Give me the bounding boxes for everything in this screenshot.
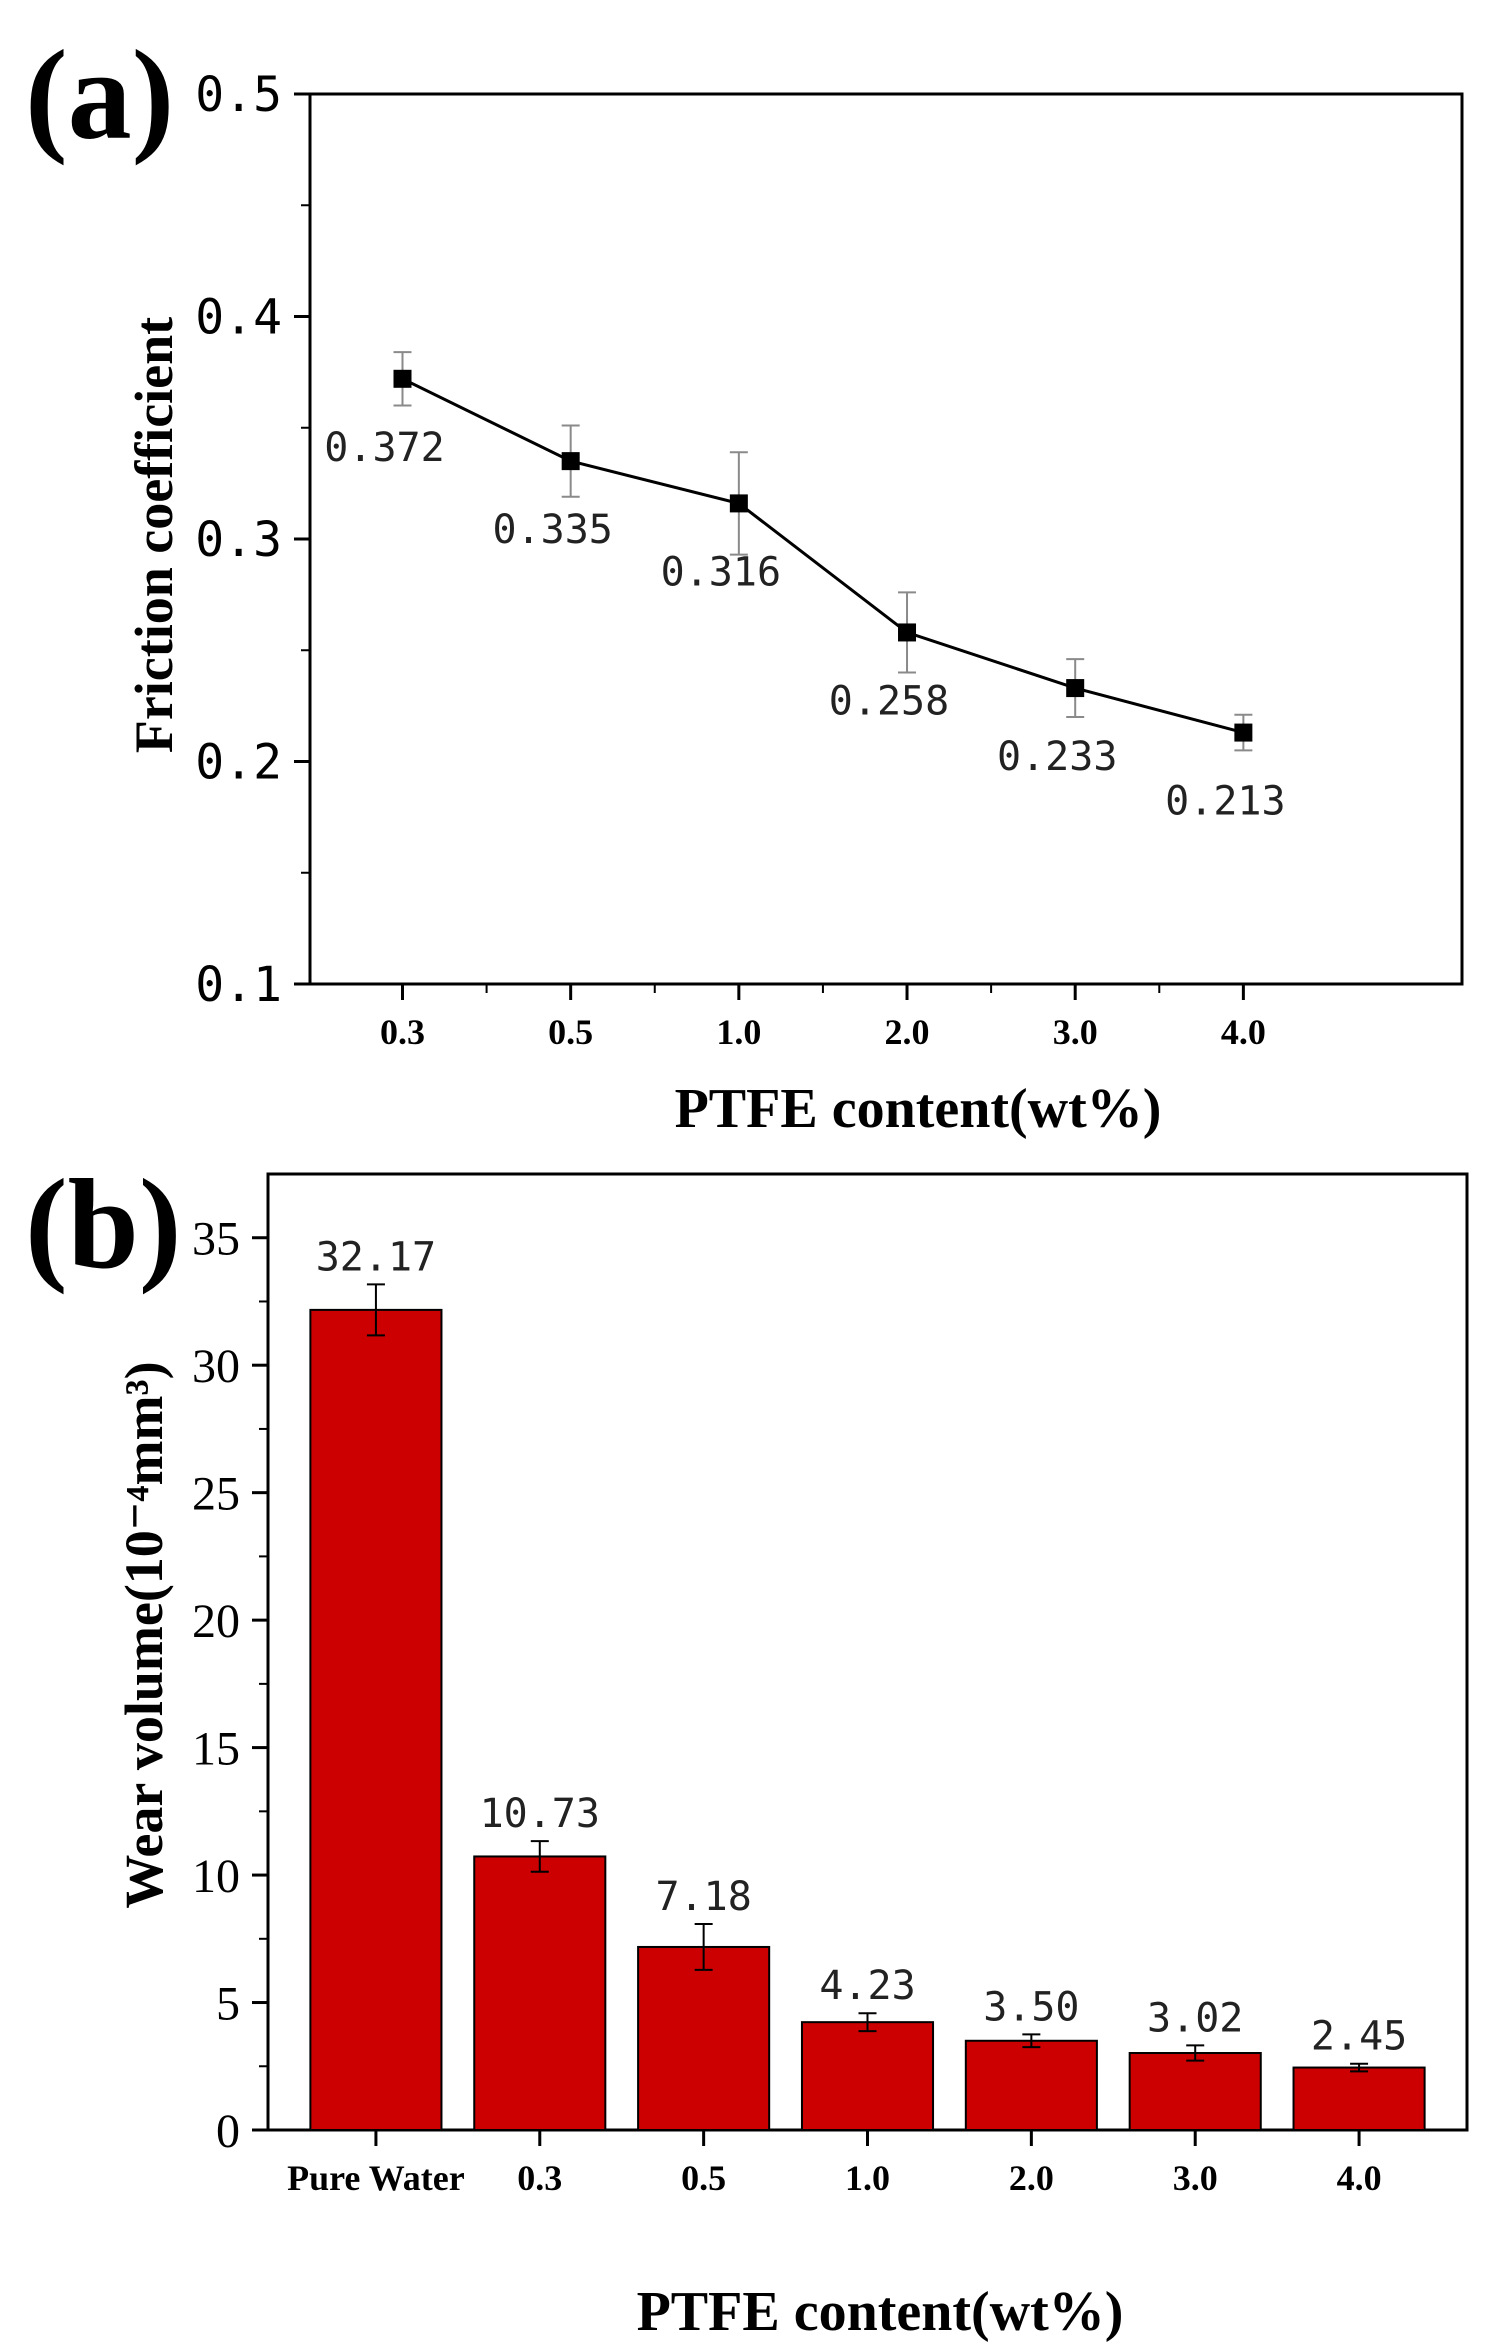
bar xyxy=(473,1855,607,2131)
x-tick-label: 0.5 xyxy=(681,2158,726,2198)
data-point-marker xyxy=(393,369,412,388)
data-label: 32.17 xyxy=(316,1234,436,1280)
x-tick-label: 2.0 xyxy=(1009,2158,1054,2198)
y-tick-label: 0.3 xyxy=(195,512,282,568)
data-point-marker xyxy=(1234,723,1253,742)
y-tick-label: 0 xyxy=(216,2105,240,2158)
bar xyxy=(964,2039,1098,2131)
panel-a-line-chart: (a) 0.1 0.2 0.3 0.4 0.5 0.3 0.5 1.0 2.0 3.0 4.0 0… xyxy=(25,24,1464,1140)
panel-b-bars xyxy=(309,1308,1426,2132)
x-tick-label: 4.0 xyxy=(1337,2158,1382,2198)
y-tick-label: 0.2 xyxy=(195,735,282,791)
data-label: 4.23 xyxy=(819,1963,915,2009)
data-label: 3.02 xyxy=(1147,1995,1243,2041)
y-tick-label: 25 xyxy=(192,1468,240,1521)
data-label: 7.18 xyxy=(655,1874,751,1920)
y-tick-label: 10 xyxy=(192,1850,240,1903)
panel-a-y-axis-label: Friction coefficient xyxy=(124,317,184,753)
x-tick-label: 4.0 xyxy=(1221,1012,1266,1052)
panel-b-error-bars xyxy=(366,1283,1369,2073)
data-label: 2.45 xyxy=(1311,2014,1407,2060)
bar xyxy=(1128,2052,1262,2132)
panel-b-y-axis-label: Wear volume(10⁻⁴mm³) xyxy=(114,1361,174,1908)
panel-a-data-labels: 0.372 0.335 0.316 0.258 0.233 0.213 xyxy=(324,425,1285,825)
panel-a-y-ticks: 0.1 0.2 0.3 0.4 0.5 xyxy=(195,67,310,1013)
panel-b-bar-chart: (b) 0 5 10 15 20 25 30 35 Pure Water 0.3 0.5 1.0 2.… xyxy=(25,1153,1469,2343)
panel-a-series-line xyxy=(401,377,1244,735)
data-label: 0.233 xyxy=(997,734,1117,780)
bar xyxy=(309,1308,443,2132)
y-tick-label: 0.5 xyxy=(195,67,282,123)
data-label: 0.258 xyxy=(829,678,949,724)
panel-b-label: (b) xyxy=(25,1153,181,1295)
panel-a-x-axis-label: PTFE content(wt%) xyxy=(675,1078,1162,1140)
y-tick-label: 35 xyxy=(192,1213,240,1266)
panel-a-plot-frame xyxy=(308,92,1464,986)
y-tick-label: 5 xyxy=(216,1978,240,2031)
bar xyxy=(637,1945,771,2132)
bar xyxy=(800,2021,935,2132)
data-label: 0.372 xyxy=(324,425,444,471)
x-tick-label: 3.0 xyxy=(1053,1012,1098,1052)
panel-b-x-ticks: Pure Water 0.3 0.5 1.0 2.0 3.0 4.0 xyxy=(287,2130,1382,2198)
bar xyxy=(1292,2066,1426,2131)
data-point-marker xyxy=(561,452,580,471)
data-label: 0.335 xyxy=(492,507,612,553)
y-tick-label: 0.4 xyxy=(195,290,282,346)
y-tick-label: 0.1 xyxy=(195,957,282,1013)
x-tick-label: 0.3 xyxy=(380,1012,425,1052)
x-tick-label: 3.0 xyxy=(1173,2158,1218,2198)
y-tick-label: 30 xyxy=(192,1340,240,1393)
data-point-marker xyxy=(898,623,917,642)
x-tick-label: Pure Water xyxy=(287,2158,465,2198)
panel-a-x-ticks: 0.3 0.5 1.0 2.0 3.0 4.0 xyxy=(380,984,1266,1052)
x-tick-label: 0.3 xyxy=(517,2158,562,2198)
y-tick-label: 20 xyxy=(192,1595,240,1648)
data-label: 0.316 xyxy=(661,549,781,595)
data-point-marker xyxy=(1066,679,1085,698)
x-tick-label: 1.0 xyxy=(716,1012,761,1052)
data-label: 0.213 xyxy=(1165,779,1285,825)
panel-b-data-labels: 32.17 10.73 7.18 4.23 3.50 3.02 2.45 xyxy=(316,1234,1408,2059)
panel-a-label: (a) xyxy=(25,24,174,166)
x-tick-label: 2.0 xyxy=(885,1012,930,1052)
x-tick-label: 1.0 xyxy=(845,2158,890,2198)
panel-b-x-axis-label: PTFE content(wt%) xyxy=(637,2281,1124,2343)
panel-a-markers xyxy=(393,369,1253,742)
data-point-marker xyxy=(729,494,748,513)
panel-b-y-ticks: 0 5 10 15 20 25 30 35 xyxy=(192,1213,268,2158)
y-tick-label: 15 xyxy=(192,1723,240,1776)
x-tick-label: 0.5 xyxy=(548,1012,593,1052)
data-label: 10.73 xyxy=(480,1791,600,1837)
data-label: 3.50 xyxy=(983,1984,1079,2030)
